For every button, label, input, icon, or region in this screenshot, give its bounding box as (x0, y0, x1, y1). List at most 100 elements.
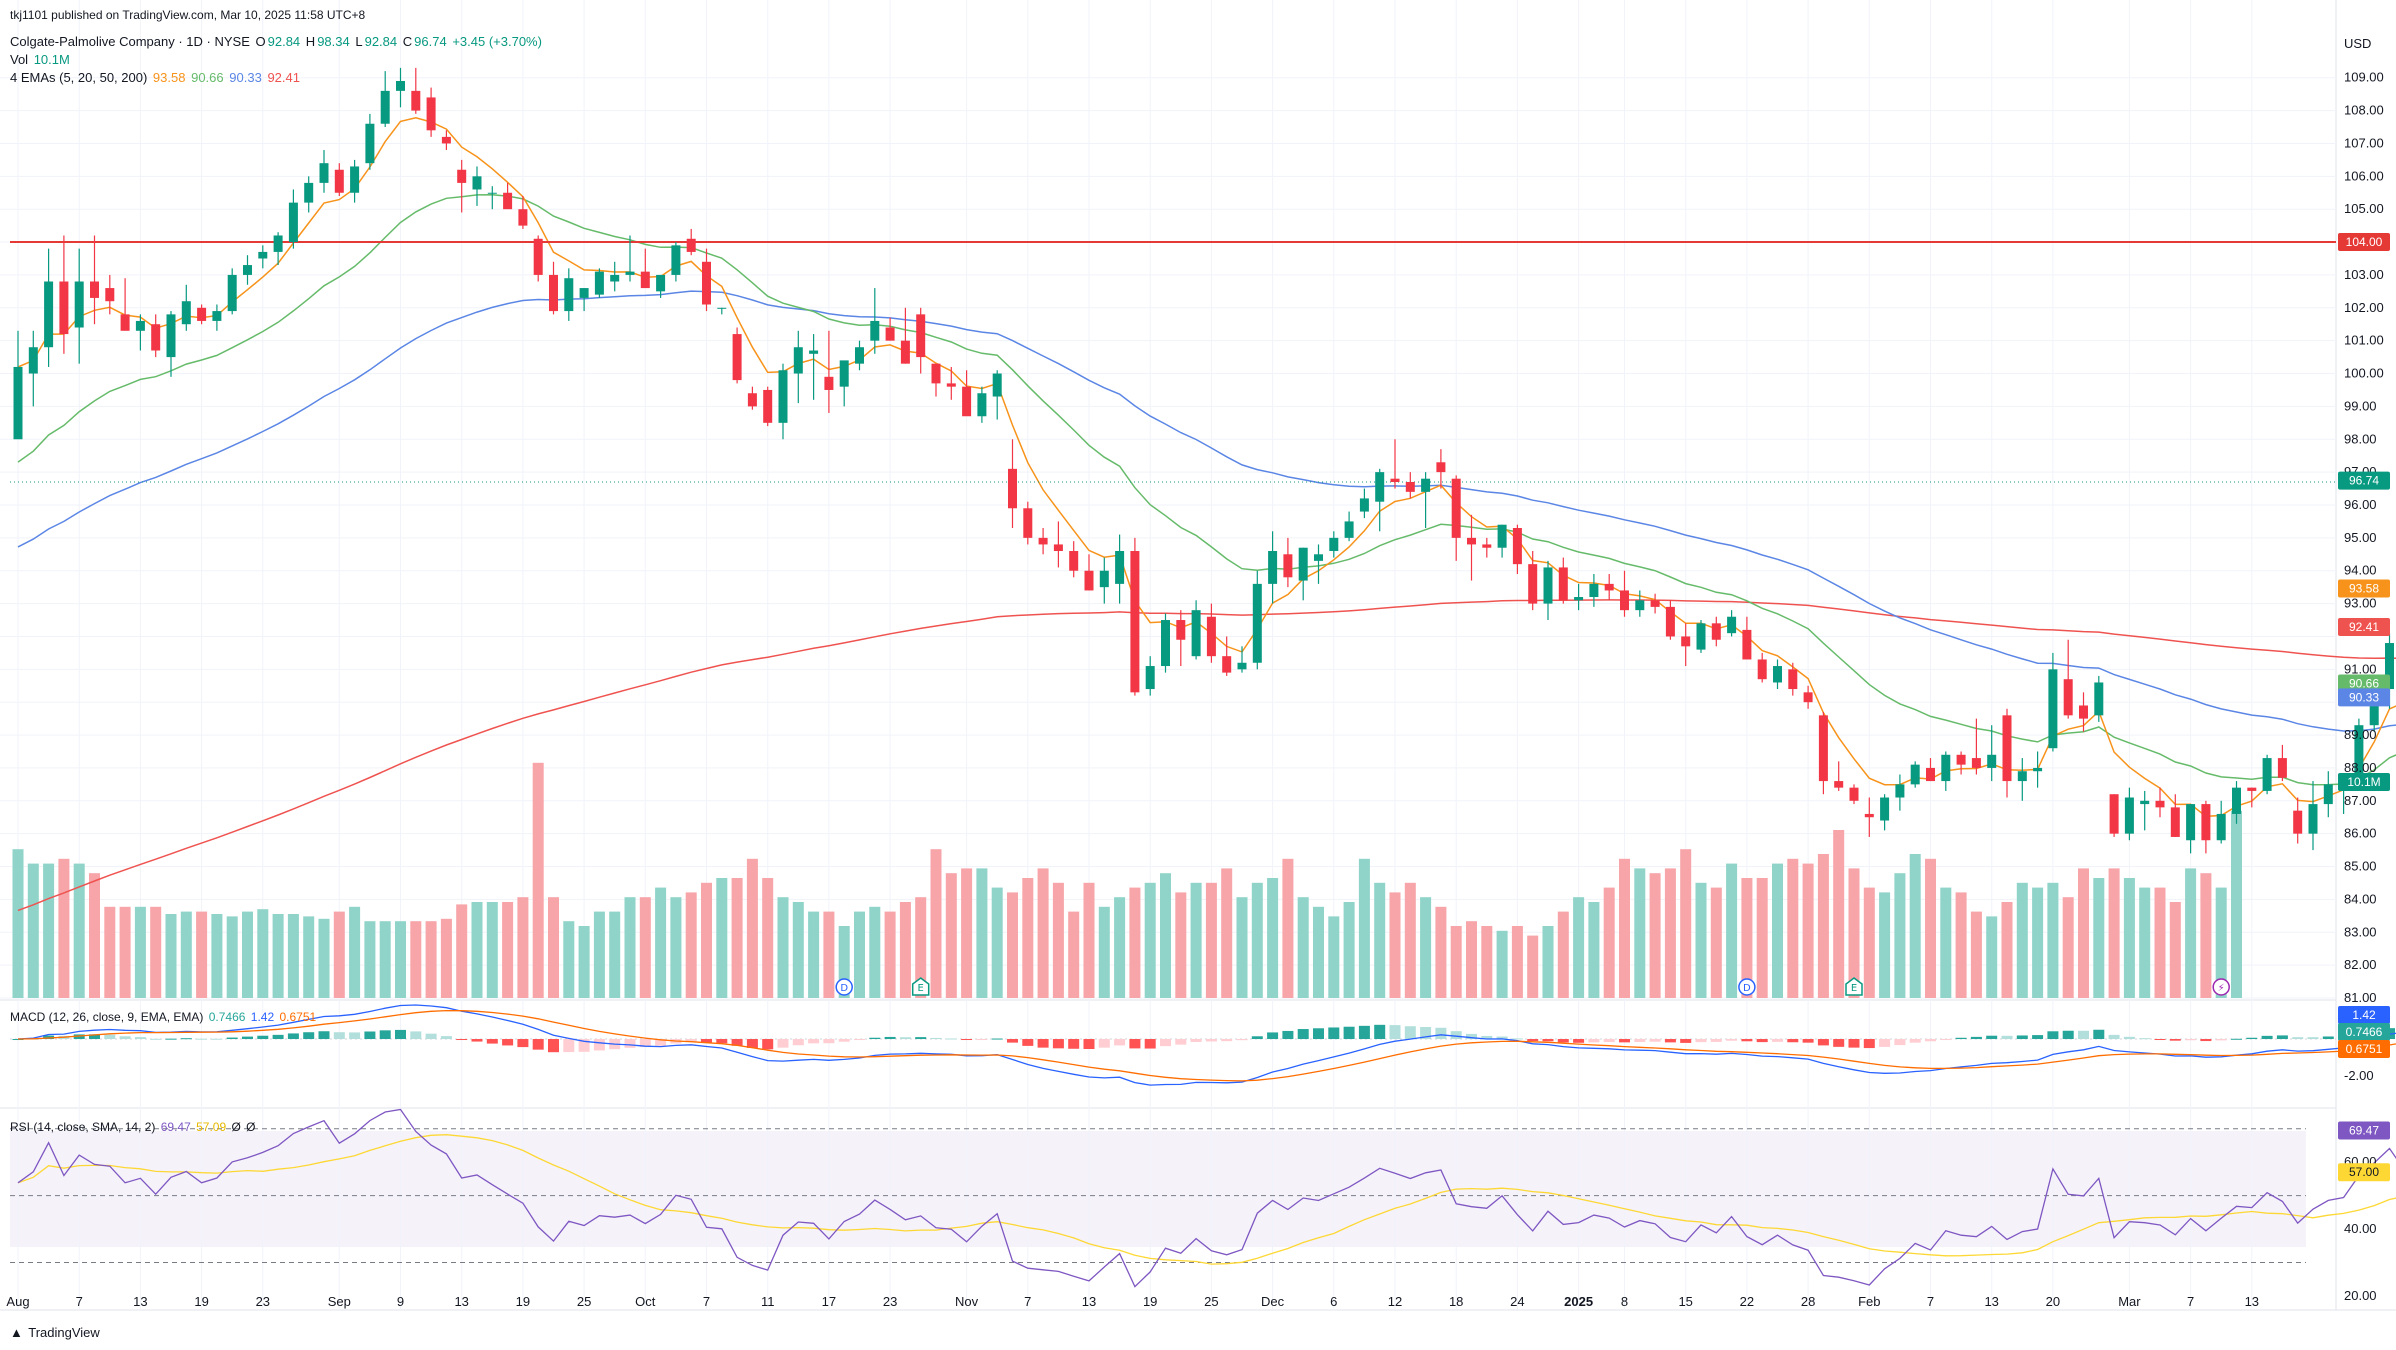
candle-body (1742, 629, 1752, 660)
time-tick-label: 19 (1143, 1294, 1157, 1309)
signal-line (17, 1009, 2396, 1082)
candle-body (74, 281, 84, 328)
candle-body (1834, 781, 1844, 788)
macd-hist-bar (272, 1034, 284, 1040)
macd-legend[interactable]: MACD (12, 26, close, 9, EMA, EMA) 0.7466… (10, 1010, 318, 1024)
rsi-legend[interactable]: RSI (14, close, SMA, 14, 2) 69.47 57.09 … (10, 1120, 258, 1134)
symbol-title[interactable]: Colgate-Palmolive Company · 1D · NYSE (10, 34, 250, 49)
macd-hist-bar (1970, 1036, 1982, 1040)
candle-body (977, 393, 987, 417)
candle-body (2369, 689, 2379, 726)
candle-body (319, 163, 329, 183)
price-tick-label: 94.00 (2344, 563, 2377, 578)
volume-bar (1833, 830, 1845, 998)
macd-hist-bar (364, 1031, 376, 1040)
candle-body (13, 366, 23, 440)
macd-hist-bar (2108, 1034, 2120, 1040)
horizontal-line[interactable] (10, 241, 2336, 483)
volume-bar (134, 906, 146, 998)
event-markers[interactable]: D E D E ⚡ (835, 977, 2230, 996)
high-label: H (305, 34, 316, 49)
macd-hist-bar (1573, 1039, 1585, 1043)
macd-title: MACD (12, 26, close, 9, EMA, EMA) (10, 1010, 204, 1024)
candle-body (1987, 754, 1997, 768)
volume-bar (1909, 854, 1921, 998)
macd-hist-bar (1802, 1039, 1814, 1043)
macd-hist-bar (1083, 1039, 1095, 1050)
candle-body (1390, 478, 1400, 482)
volume-bar (1649, 873, 1661, 998)
hline-badge: 104.00 (2346, 235, 2383, 249)
candle-body (1665, 606, 1675, 637)
time-tick-label: 7 (76, 1294, 83, 1309)
volume-bar (1358, 858, 1370, 998)
macd-hist-bar (410, 1031, 422, 1040)
candle-body (1620, 590, 1629, 611)
ema20-value: 90.66 (191, 70, 224, 85)
vol-value: 10.1M (33, 52, 70, 67)
macd-hist-bar (2292, 1037, 2304, 1040)
macd-hist-bar (1787, 1039, 1799, 1043)
volume-bar (1863, 887, 1875, 998)
candle-body (824, 376, 834, 390)
volume-bar (1114, 897, 1126, 998)
macd-hist-bar (2093, 1029, 2105, 1040)
volume-bar (1450, 926, 1462, 998)
volume-bar (1007, 892, 1018, 998)
volume-bar (2078, 868, 2089, 998)
macd-hist-bar (1557, 1039, 1569, 1043)
macd-badge-bg (2338, 1006, 2390, 1024)
macd-hist-bar (1619, 1039, 1630, 1043)
volume-bar (731, 878, 743, 998)
ema20-line (17, 193, 2396, 786)
macd-hist-bar (777, 1039, 789, 1048)
price-tick-label: 105.00 (2344, 201, 2384, 216)
candle-body (2079, 705, 2088, 719)
ema50-value: 90.33 (229, 70, 262, 85)
volume-bar (2139, 887, 2151, 998)
macd-hist-bar (119, 1036, 131, 1040)
volume-bar (1420, 897, 1432, 998)
price-tick-label: 87.00 (2344, 793, 2377, 808)
candle-body (197, 307, 207, 321)
candle-body (702, 261, 711, 305)
candle-body (717, 307, 727, 309)
volume-bar (104, 906, 116, 998)
macd-hist-bar (379, 1030, 391, 1040)
ema-legend[interactable]: 4 EMAs (5, 20, 50, 200) 93.58 90.66 90.3… (10, 70, 302, 85)
footer-brand[interactable]: ▲ TradingView (10, 1325, 102, 1340)
macd-hist-bar (1603, 1039, 1615, 1043)
volume-legend[interactable]: Vol 10.1M (10, 52, 72, 67)
candle-body (533, 238, 543, 275)
volume-bar (1527, 935, 1539, 998)
macd-hist-badge-bg (2338, 1023, 2390, 1041)
candle-body (426, 97, 436, 131)
candle-body (59, 281, 69, 335)
time-tick-label: 7 (2187, 1294, 2194, 1309)
candle-body (564, 278, 574, 312)
ema5-line (17, 117, 2396, 818)
volume-bar (639, 897, 651, 998)
macd-hist-bar (1358, 1025, 1370, 1040)
price-tick-label: 109.00 (2344, 70, 2384, 85)
candle-body (793, 347, 803, 374)
volume-bar (73, 863, 85, 998)
volume-bar (2047, 882, 2059, 998)
event-marker-label: ⚡ (2218, 983, 2225, 994)
time-axis[interactable]: Aug 7 13 19 23 Sep 9 13 19 25 Oct 7 11 17 23 Nov 7 13 19 25… (6, 1294, 2259, 1309)
time-tick-label: 24 (1510, 1294, 1524, 1309)
macd-signal-badge-bg (2338, 1040, 2390, 1058)
close-value: 96.74 (414, 34, 447, 49)
currency-label[interactable]: USD (2344, 36, 2371, 51)
candle-body (962, 386, 972, 417)
candle-body (686, 238, 696, 252)
macd-hist-bar (1726, 1039, 1738, 1041)
macd-hist-bar (1114, 1039, 1126, 1046)
rsi-ma-badge-bg (2338, 1163, 2390, 1182)
price-tick-label: 89.00 (2344, 727, 2377, 742)
price-tick-label: 106.00 (2344, 168, 2384, 183)
candle-body (1329, 537, 1339, 552)
macd-hist-bar (226, 1037, 238, 1040)
